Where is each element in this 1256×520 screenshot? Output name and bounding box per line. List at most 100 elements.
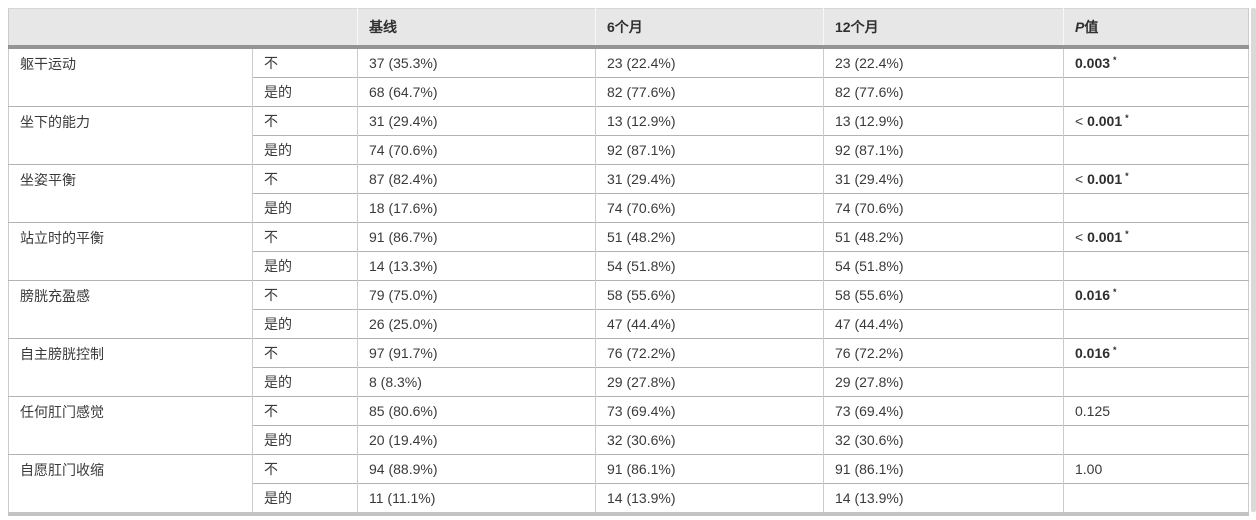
p-value: 0.125 bbox=[1075, 403, 1111, 420]
value-cell-baseline: 14 (13.3%) bbox=[357, 251, 596, 281]
header-cell-baseline: 基线 bbox=[357, 8, 596, 49]
value-cell-12-months: 14 (13.9%) bbox=[823, 483, 1064, 514]
p-value-cell-empty bbox=[1063, 193, 1249, 223]
value-cell-12-months: 13 (12.9%) bbox=[823, 106, 1064, 136]
row-label: 躯干运动 bbox=[8, 46, 253, 107]
answer-yes-label: 是的 bbox=[252, 483, 358, 514]
answer-no-label: 不 bbox=[252, 46, 358, 78]
header-cell-empty bbox=[8, 8, 358, 49]
value-cell-baseline: 31 (29.4%) bbox=[357, 106, 596, 136]
value-cell-6-months: 54 (51.8%) bbox=[595, 251, 824, 281]
value-cell-6-months: 47 (44.4%) bbox=[595, 309, 824, 339]
row-label: 任何肛门感觉 bbox=[8, 396, 253, 455]
value-cell-baseline: 8 (8.3%) bbox=[357, 367, 596, 397]
answer-yes-label: 是的 bbox=[252, 77, 358, 107]
p-value-cell: 0.003 * bbox=[1063, 46, 1249, 78]
answer-yes-label: 是的 bbox=[252, 251, 358, 281]
value-cell-baseline: 91 (86.7%) bbox=[357, 222, 596, 252]
answer-no-label: 不 bbox=[252, 338, 358, 368]
header-cell-6-months: 6个月 bbox=[595, 8, 824, 49]
table-row: 是的 8 (8.3%) 29 (27.8%) 29 (27.8%) bbox=[9, 367, 1249, 397]
row-label: 膀胱充盈感 bbox=[8, 280, 253, 339]
answer-yes-label: 是的 bbox=[252, 367, 358, 397]
p-value-cell-empty bbox=[1063, 77, 1249, 107]
value-cell-baseline: 97 (91.7%) bbox=[357, 338, 596, 368]
answer-yes-label: 是的 bbox=[252, 309, 358, 339]
p-value-cell: < 0.001 * bbox=[1063, 222, 1249, 252]
value-cell-baseline: 85 (80.6%) bbox=[357, 396, 596, 426]
table-row: 坐下的能力 不 31 (29.4%) 13 (12.9%) 13 (12.9%)… bbox=[8, 106, 1249, 165]
value-cell-12-months: 32 (30.6%) bbox=[823, 425, 1064, 455]
table-row: 自主膀胱控制 不 97 (91.7%) 76 (72.2%) 76 (72.2%… bbox=[8, 338, 1249, 397]
table-row: 是的 14 (13.3%) 54 (51.8%) 54 (51.8%) bbox=[9, 251, 1249, 281]
table-row: 任何肛门感觉 不 85 (80.6%) 73 (69.4%) 73 (69.4%… bbox=[8, 396, 1249, 455]
value-cell-6-months: 76 (72.2%) bbox=[595, 338, 824, 368]
answer-yes-label: 是的 bbox=[252, 193, 358, 223]
p-value-cell-empty bbox=[1063, 367, 1249, 397]
p-value: < 0.001 * bbox=[1075, 170, 1129, 188]
value-cell-6-months: 23 (22.4%) bbox=[595, 46, 824, 78]
significance-asterisk: * bbox=[1125, 170, 1129, 181]
value-cell-baseline: 20 (19.4%) bbox=[357, 425, 596, 455]
p-value: < 0.001 * bbox=[1075, 228, 1129, 246]
answer-no-label: 不 bbox=[252, 222, 358, 252]
p-value-cell: 0.016 * bbox=[1063, 280, 1249, 310]
p-value-cell-empty bbox=[1063, 309, 1249, 339]
value-cell-6-months: 51 (48.2%) bbox=[595, 222, 824, 252]
answer-no-label: 不 bbox=[252, 106, 358, 136]
table-body: 躯干运动 不 37 (35.3%) 23 (22.4%) 23 (22.4%) … bbox=[8, 46, 1249, 514]
value-cell-12-months: 29 (27.8%) bbox=[823, 367, 1064, 397]
p-value: 0.003 * bbox=[1075, 54, 1117, 72]
value-cell-12-months: 47 (44.4%) bbox=[823, 309, 1064, 339]
outcomes-table-wrap: 基线 6个月 12个月 P值 躯干运动 不 37 (35.3%) 23 (22.… bbox=[8, 8, 1256, 516]
answer-no-label: 不 bbox=[252, 280, 358, 310]
p-value-cell: 1.00 bbox=[1063, 454, 1249, 484]
outcomes-table: 基线 6个月 12个月 P值 躯干运动 不 37 (35.3%) 23 (22.… bbox=[8, 8, 1249, 516]
value-cell-12-months: 31 (29.4%) bbox=[823, 164, 1064, 194]
table-row: 自愿肛门收缩 不 94 (88.9%) 91 (86.1%) 91 (86.1%… bbox=[8, 454, 1249, 514]
answer-yes-label: 是的 bbox=[252, 135, 358, 165]
p-value-cell: < 0.001 * bbox=[1063, 106, 1249, 136]
table-row: 躯干运动 不 37 (35.3%) 23 (22.4%) 23 (22.4%) … bbox=[8, 46, 1249, 107]
value-cell-12-months: 54 (51.8%) bbox=[823, 251, 1064, 281]
p-value-cell-empty bbox=[1063, 425, 1249, 455]
p-value-cell-empty bbox=[1063, 135, 1249, 165]
row-label: 自愿肛门收缩 bbox=[8, 454, 253, 514]
value-cell-baseline: 18 (17.6%) bbox=[357, 193, 596, 223]
p-value: 1.00 bbox=[1075, 461, 1103, 478]
p-value-cell: 0.125 bbox=[1063, 396, 1249, 426]
value-cell-baseline: 37 (35.3%) bbox=[357, 46, 596, 78]
significance-asterisk: * bbox=[1125, 112, 1129, 123]
table-row: 是的 11 (11.1%) 14 (13.9%) 14 (13.9%) bbox=[9, 483, 1249, 514]
answer-no-label: 不 bbox=[252, 164, 358, 194]
value-cell-12-months: 76 (72.2%) bbox=[823, 338, 1064, 368]
row-label: 坐下的能力 bbox=[8, 106, 253, 165]
significance-asterisk: * bbox=[1125, 228, 1129, 239]
value-cell-6-months: 91 (86.1%) bbox=[595, 454, 824, 484]
vertical-scrollbar[interactable] bbox=[1251, 8, 1256, 512]
value-cell-6-months: 14 (13.9%) bbox=[595, 483, 824, 514]
table-row: 是的 68 (64.7%) 82 (77.6%) 82 (77.6%) bbox=[9, 77, 1249, 107]
table-row: 是的 26 (25.0%) 47 (44.4%) 47 (44.4%) bbox=[9, 309, 1249, 339]
header-cell-12-months: 12个月 bbox=[823, 8, 1064, 49]
table-row: 是的 74 (70.6%) 92 (87.1%) 92 (87.1%) bbox=[9, 135, 1249, 165]
p-value: 0.016 * bbox=[1075, 286, 1117, 304]
significance-asterisk: * bbox=[1113, 286, 1117, 297]
value-cell-12-months: 74 (70.6%) bbox=[823, 193, 1064, 223]
table-row: 膀胱充盈感 不 79 (75.0%) 58 (55.6%) 58 (55.6%)… bbox=[8, 280, 1249, 339]
value-cell-baseline: 26 (25.0%) bbox=[357, 309, 596, 339]
p-value: 0.016 * bbox=[1075, 344, 1117, 362]
value-cell-baseline: 87 (82.4%) bbox=[357, 164, 596, 194]
significance-asterisk: * bbox=[1113, 344, 1117, 355]
value-cell-12-months: 92 (87.1%) bbox=[823, 135, 1064, 165]
value-cell-baseline: 74 (70.6%) bbox=[357, 135, 596, 165]
significance-asterisk: * bbox=[1113, 54, 1117, 65]
row-label: 坐姿平衡 bbox=[8, 164, 253, 223]
p-value-cell-empty bbox=[1063, 483, 1249, 514]
value-cell-6-months: 13 (12.9%) bbox=[595, 106, 824, 136]
value-cell-6-months: 92 (87.1%) bbox=[595, 135, 824, 165]
value-cell-6-months: 29 (27.8%) bbox=[595, 367, 824, 397]
row-label: 自主膀胱控制 bbox=[8, 338, 253, 397]
value-cell-12-months: 91 (86.1%) bbox=[823, 454, 1064, 484]
value-cell-baseline: 68 (64.7%) bbox=[357, 77, 596, 107]
